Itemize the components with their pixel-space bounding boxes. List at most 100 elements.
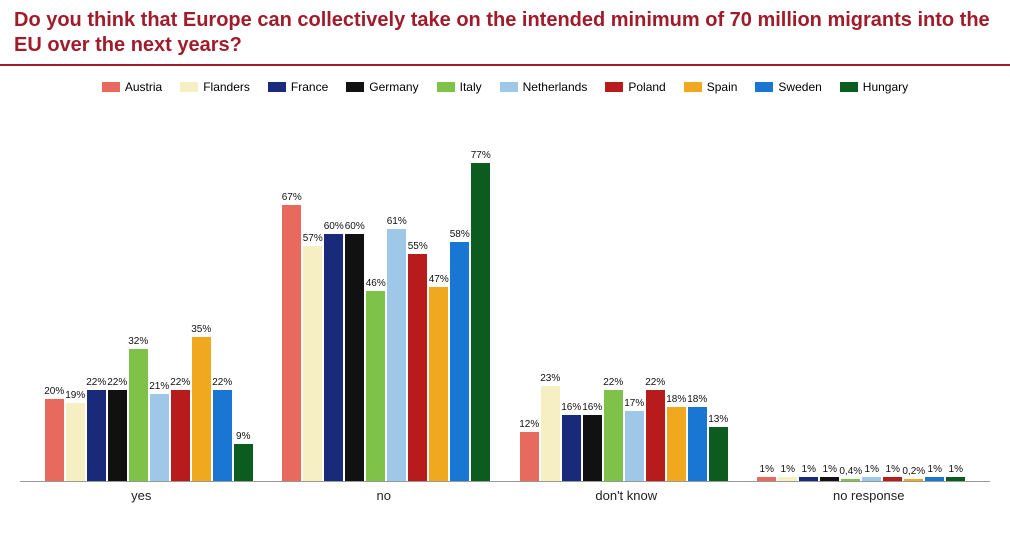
bar-rect	[450, 242, 469, 481]
bar-value-label: 12%	[519, 419, 539, 430]
bar-value-label: 19%	[65, 390, 85, 401]
bar-rect	[282, 205, 301, 481]
bar-rect	[192, 337, 211, 481]
bar-rect	[45, 399, 64, 482]
bar-value-label: 58%	[450, 229, 470, 240]
bar: 12%	[520, 419, 539, 482]
bar: 1%	[925, 464, 944, 481]
bar-value-label: 60%	[324, 221, 344, 232]
legend-swatch	[102, 82, 120, 92]
bar: 22%	[213, 377, 232, 481]
bar-rect	[625, 411, 644, 481]
bar-rect	[541, 386, 560, 481]
bar-value-label: 35%	[191, 324, 211, 335]
bar-value-label: 20%	[44, 386, 64, 397]
bar: 23%	[541, 373, 560, 481]
bar: 1%	[862, 464, 881, 481]
bar-group: 12%23%16%16%22%17%22%18%18%13%	[520, 373, 728, 481]
bar-value-label: 1%	[928, 464, 942, 475]
x-axis-labels: yesnodon't knowno response	[20, 482, 990, 503]
bar-rect	[66, 403, 85, 481]
x-axis-label: no	[263, 488, 506, 503]
legend-item: Sweden	[755, 80, 821, 94]
legend-swatch	[605, 82, 623, 92]
bar-value-label: 23%	[540, 373, 560, 384]
bar-value-label: 17%	[624, 398, 644, 409]
bar: 22%	[646, 377, 665, 481]
legend-label: Poland	[628, 80, 665, 94]
bar: 22%	[108, 377, 127, 481]
bar: 1%	[799, 464, 818, 481]
bar-rect	[171, 390, 190, 481]
legend-item: Flanders	[180, 80, 250, 94]
bar-value-label: 1%	[886, 464, 900, 475]
bar: 17%	[625, 398, 644, 481]
bar-rect	[604, 390, 623, 481]
legend-swatch	[684, 82, 702, 92]
bar: 1%	[820, 464, 839, 481]
bar-value-label: 1%	[760, 464, 774, 475]
bar: 67%	[282, 192, 301, 481]
bar-rect	[150, 394, 169, 481]
bar-group: 67%57%60%60%46%61%55%47%58%77%	[282, 150, 490, 481]
bar-value-label: 13%	[708, 414, 728, 425]
bar-value-label: 60%	[345, 221, 365, 232]
bar-rect	[108, 390, 127, 481]
bar: 18%	[667, 394, 686, 481]
legend-item: Italy	[437, 80, 482, 94]
bar-rect	[862, 477, 881, 481]
bar-rect	[408, 254, 427, 481]
bar: 32%	[129, 336, 148, 481]
bar-rect	[387, 229, 406, 481]
bar: 0,2%	[904, 466, 923, 481]
bar-rect	[841, 479, 860, 481]
x-axis-label: yes	[20, 488, 263, 503]
legend-label: Flanders	[203, 80, 250, 94]
bar-value-label: 46%	[366, 278, 386, 289]
bar-value-label: 47%	[429, 274, 449, 285]
legend-item: Austria	[102, 80, 162, 94]
bar-value-label: 1%	[865, 464, 879, 475]
legend-swatch	[437, 82, 455, 92]
bar-value-label: 22%	[86, 377, 106, 388]
bar: 61%	[387, 216, 406, 481]
bar-rect	[646, 390, 665, 481]
bar: 77%	[471, 150, 490, 481]
bar-rect	[883, 477, 902, 481]
bar-rect	[324, 234, 343, 482]
bar-rect	[925, 477, 944, 481]
x-axis-label: no response	[748, 488, 991, 503]
bar: 35%	[192, 324, 211, 481]
legend-label: Italy	[460, 80, 482, 94]
bar-value-label: 16%	[561, 402, 581, 413]
legend-swatch	[346, 82, 364, 92]
legend-label: Sweden	[778, 80, 821, 94]
legend-label: Hungary	[863, 80, 908, 94]
bar-rect	[709, 427, 728, 481]
x-axis-label: don't know	[505, 488, 748, 503]
legend: AustriaFlandersFranceGermanyItalyNetherl…	[0, 66, 1010, 102]
bar-value-label: 18%	[666, 394, 686, 405]
legend-swatch	[268, 82, 286, 92]
bar-rect	[946, 477, 965, 481]
bar-value-label: 9%	[236, 431, 250, 442]
bar-value-label: 16%	[582, 402, 602, 413]
bar-value-label: 22%	[212, 377, 232, 388]
chart-area: 20%19%22%22%32%21%22%35%22%9%67%57%60%60…	[0, 102, 1010, 512]
bar-value-label: 61%	[387, 216, 407, 227]
bar-rect	[303, 246, 322, 481]
bar: 0,4%	[841, 466, 860, 481]
bar: 16%	[583, 402, 602, 481]
bar-value-label: 1%	[823, 464, 837, 475]
legend-swatch	[755, 82, 773, 92]
bar-value-label: 57%	[303, 233, 323, 244]
bar: 21%	[150, 381, 169, 481]
bar-value-label: 1%	[949, 464, 963, 475]
legend-label: Germany	[369, 80, 418, 94]
bar-value-label: 22%	[170, 377, 190, 388]
bar-rect	[667, 407, 686, 481]
bar: 18%	[688, 394, 707, 481]
bar-rect	[904, 479, 923, 481]
legend-swatch	[180, 82, 198, 92]
bar: 58%	[450, 229, 469, 481]
